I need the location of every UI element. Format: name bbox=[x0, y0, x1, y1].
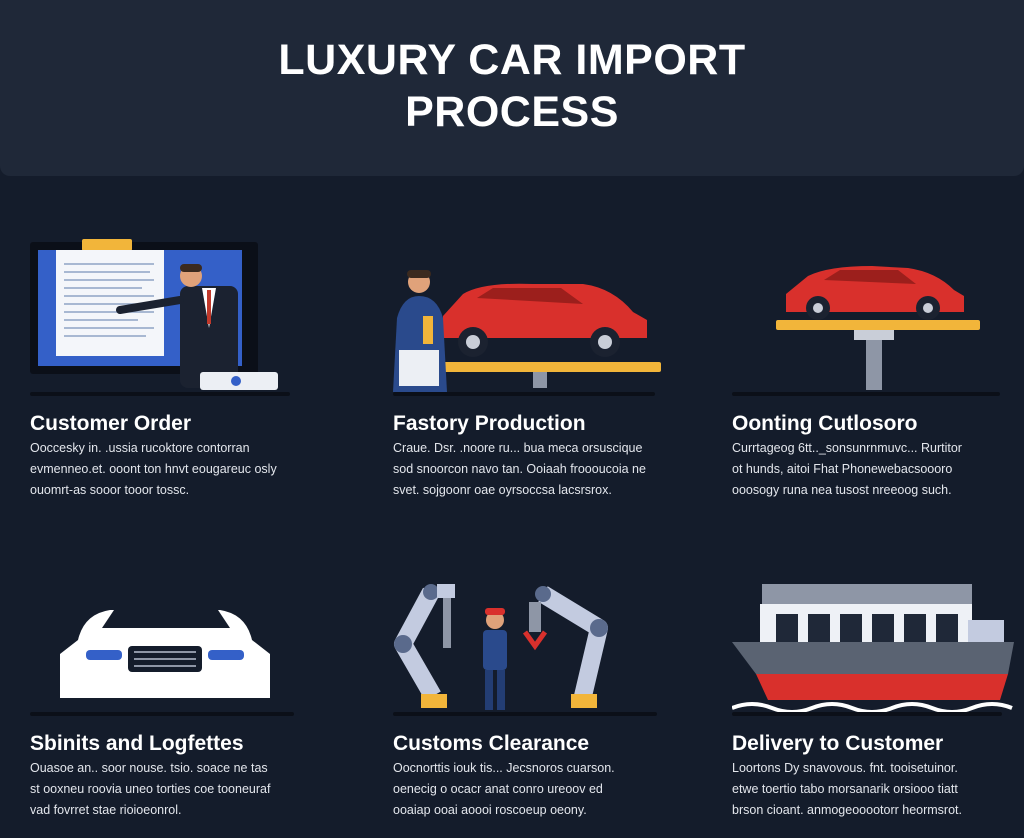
header-banner bbox=[0, 0, 1024, 176]
illustration-shelf bbox=[30, 392, 290, 396]
page-title: LUXURY CAR IMPORT PROCESS bbox=[0, 34, 1024, 138]
illustration-shelf bbox=[30, 712, 294, 716]
step-title: Customs Clearance bbox=[393, 732, 590, 755]
step-title: Fastory Production bbox=[393, 412, 586, 435]
step-description: Craue. Dsr. .noore ru... bua meca orsusc… bbox=[393, 441, 646, 497]
step-description: Ouasoe an.. soor nouse. tsio. soace ne t… bbox=[30, 761, 271, 817]
illustration-shelf bbox=[393, 712, 657, 716]
step-title: Sbinits and Logfettes bbox=[30, 732, 244, 755]
illustration-shelf bbox=[393, 392, 655, 396]
illustration-shelf bbox=[732, 392, 1000, 396]
step-title: Oonting Cutlosoro bbox=[732, 412, 918, 435]
step-title: Delivery to Customer bbox=[732, 732, 944, 755]
step-description: Currtageog 6tt.._sonsunrnmuvc... Rurtito… bbox=[732, 441, 962, 497]
factory-car-icon bbox=[393, 270, 661, 392]
presentation-icon bbox=[30, 239, 278, 390]
step-description: Loortons Dy snavovous. fnt. tooisetuinor… bbox=[732, 761, 962, 817]
car-front-icon bbox=[60, 610, 270, 712]
illustration-shelf bbox=[732, 712, 1002, 716]
title-line-1: LUXURY CAR IMPORT bbox=[278, 36, 746, 84]
step-title: Customer Order bbox=[30, 412, 192, 435]
robot-arm-icon bbox=[394, 584, 608, 710]
title-line-2: PROCESS bbox=[405, 88, 619, 136]
step-description: Ooccesky in. .ussia rucoktore contorran e… bbox=[30, 441, 277, 497]
step-description: Oocnorttis iouk tis... Jecsnoros cuarson… bbox=[393, 761, 615, 817]
car-lift-icon bbox=[776, 266, 980, 390]
cargo-ship-icon bbox=[732, 584, 1014, 714]
